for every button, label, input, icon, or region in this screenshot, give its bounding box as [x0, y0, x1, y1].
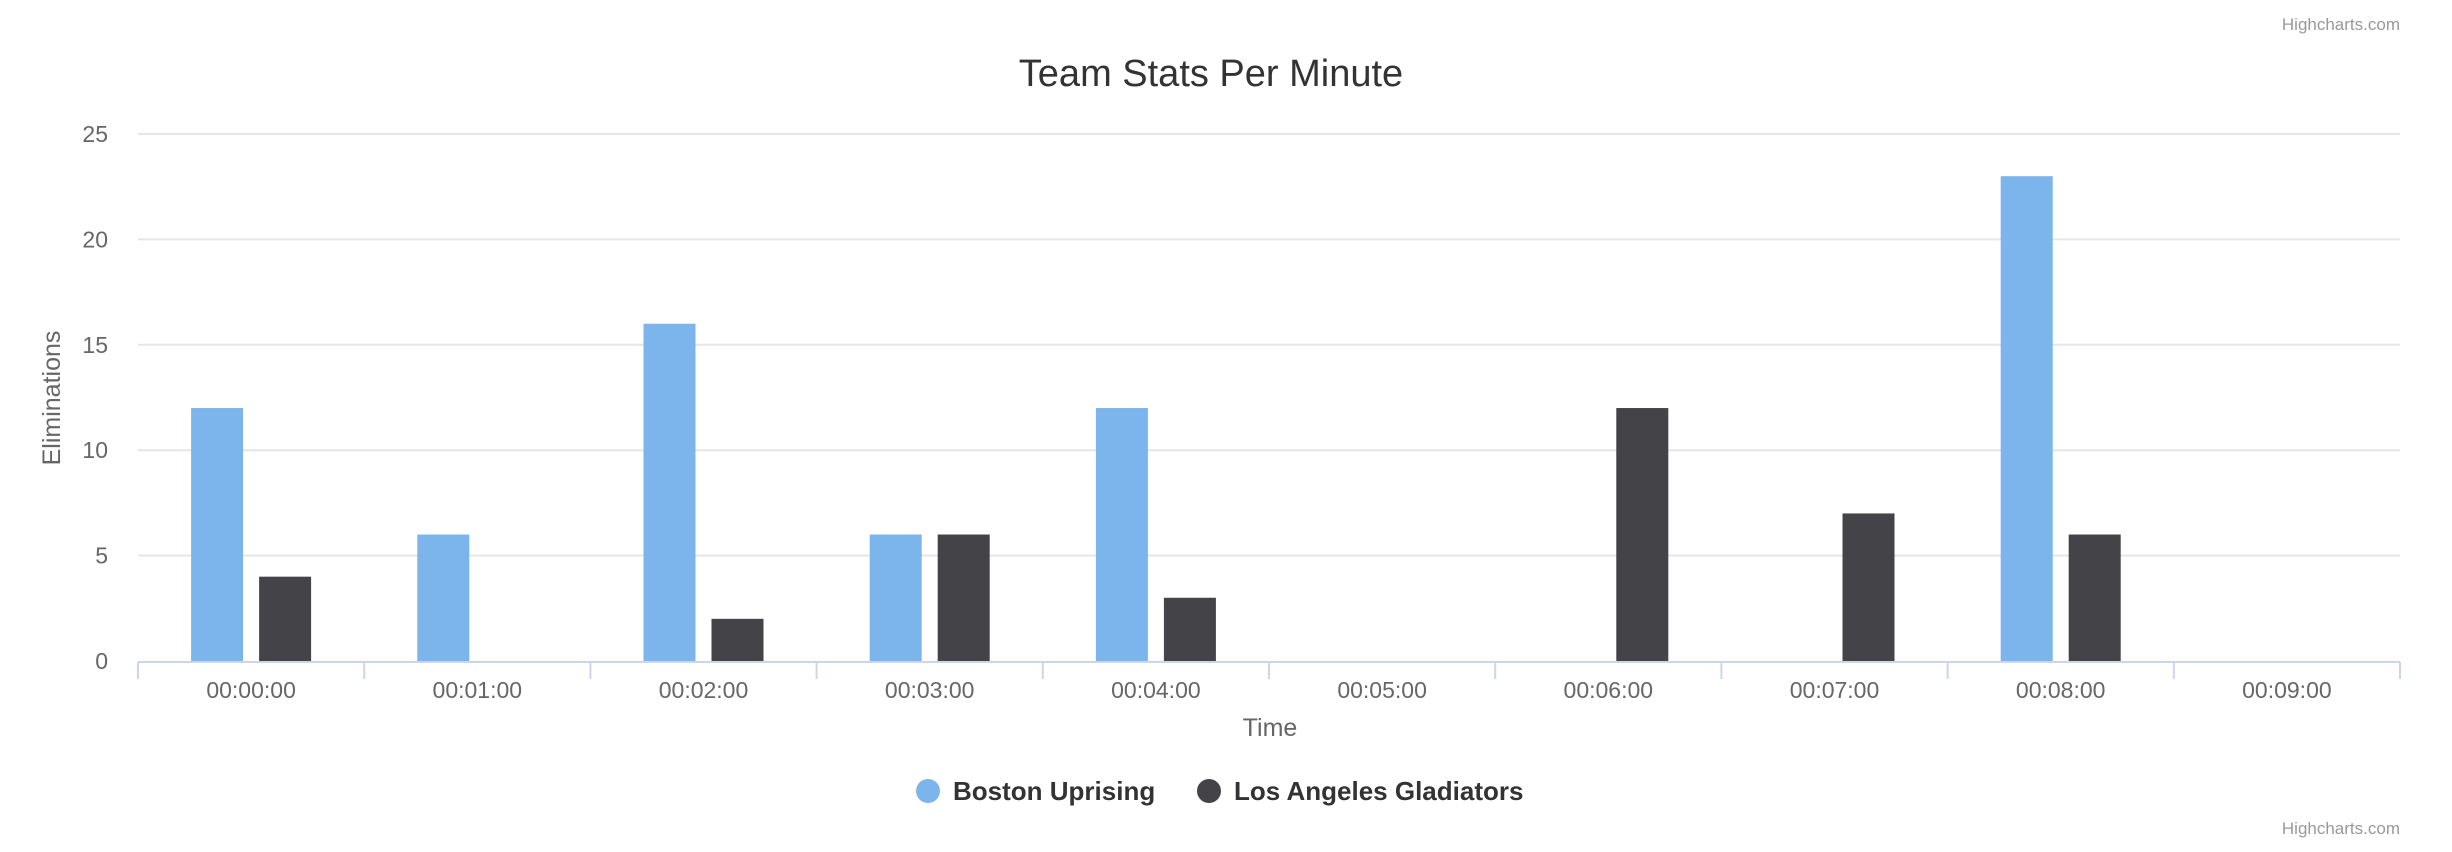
- legend-label-boston-uprising[interactable]: Boston Uprising: [953, 776, 1155, 806]
- bar-boston-uprising[interactable]: [191, 408, 244, 661]
- x-tick-label: 00:07:00: [1790, 677, 1880, 703]
- x-tick-label: 00:09:00: [2242, 677, 2332, 703]
- x-axis-title: Time: [1243, 714, 1298, 742]
- bars: [191, 176, 2121, 661]
- y-axis-title: Eliminations: [38, 331, 66, 466]
- y-tick-label: 0: [95, 648, 108, 674]
- x-tick-label: 00:01:00: [433, 677, 523, 703]
- bar-los-angeles-gladiators[interactable]: [2068, 534, 2121, 661]
- legend: Boston Uprising Los Angeles Gladiators: [916, 776, 1523, 806]
- bar-los-angeles-gladiators[interactable]: [259, 576, 312, 661]
- x-tick-label: 00:06:00: [1564, 677, 1654, 703]
- x-tick-label: 00:03:00: [885, 677, 975, 703]
- credits-top[interactable]: Highcharts.com: [2282, 15, 2400, 34]
- y-tick-label: 15: [82, 332, 108, 358]
- bar-los-angeles-gladiators[interactable]: [711, 618, 764, 661]
- x-tick-label: 00:08:00: [2016, 677, 2106, 703]
- grid-lines: [138, 133, 2400, 557]
- bar-los-angeles-gladiators[interactable]: [1163, 597, 1216, 661]
- y-tick-label: 5: [95, 543, 108, 569]
- y-axis-labels: 0 5 10 15 20 25: [82, 121, 108, 674]
- x-axis: 00:00:00 00:01:00 00:02:00 00:03:00 00:04:00…: [137, 661, 2401, 703]
- bar-boston-uprising[interactable]: [2000, 176, 2053, 661]
- bar-los-angeles-gladiators[interactable]: [1616, 408, 1669, 661]
- bar-boston-uprising[interactable]: [1095, 408, 1148, 661]
- bar-boston-uprising[interactable]: [869, 534, 922, 661]
- x-tick-label: 00:04:00: [1111, 677, 1201, 703]
- legend-label-los-angeles-gladiators[interactable]: Los Angeles Gladiators: [1234, 776, 1523, 806]
- x-tick-label: 00:05:00: [1337, 677, 1427, 703]
- bar-los-angeles-gladiators[interactable]: [937, 534, 990, 661]
- chart-title: Team Stats Per Minute: [1019, 53, 1403, 95]
- credits-bottom[interactable]: Highcharts.com: [2282, 819, 2400, 838]
- legend-marker-los-angeles-gladiators[interactable]: [1197, 779, 1221, 803]
- x-tick-label: 00:00:00: [206, 677, 296, 703]
- bar-los-angeles-gladiators[interactable]: [1842, 513, 1895, 661]
- y-tick-label: 25: [82, 121, 108, 147]
- y-tick-label: 10: [82, 437, 108, 463]
- bar-boston-uprising[interactable]: [417, 534, 470, 661]
- y-tick-label: 20: [82, 226, 108, 252]
- x-tick-label: 00:02:00: [659, 677, 749, 703]
- bar-boston-uprising[interactable]: [643, 323, 696, 661]
- legend-marker-boston-uprising[interactable]: [916, 779, 940, 803]
